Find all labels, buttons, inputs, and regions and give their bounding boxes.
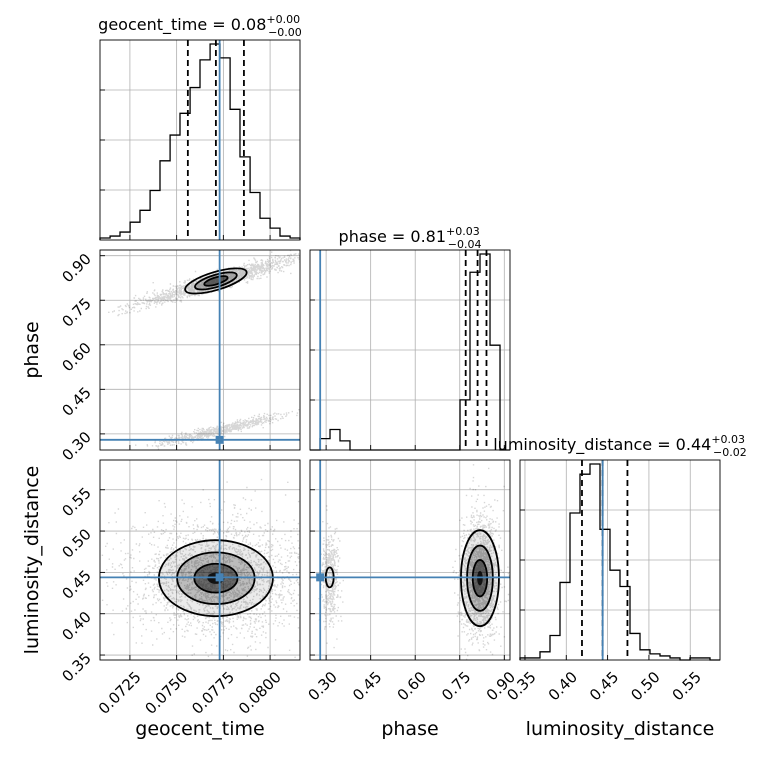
y-axis-label-luminosity_distance: luminosity_distance <box>21 466 43 655</box>
truth-point-geocent_time-vs-luminosity_distance <box>215 573 224 582</box>
title-text: geocent_time = 0.08 <box>98 15 266 35</box>
panel-frame-luminosity_distance <box>519 459 721 661</box>
density-cell <box>185 268 247 294</box>
histogram-luminosity_distance <box>519 463 720 661</box>
title-minus: −0.04 <box>448 238 482 251</box>
contour-2 <box>203 275 229 287</box>
panel-frame-phase <box>309 249 511 451</box>
ytick-label-luminosity_distance: 0.50 <box>58 525 94 561</box>
scatter-points <box>316 505 344 649</box>
x-axis-label-luminosity_distance: luminosity_distance <box>526 718 715 740</box>
scatter-phase-vs-luminosity_distance <box>316 464 510 660</box>
xtick-label-phase: 0.60 <box>394 668 430 704</box>
title-minus: −0.00 <box>268 26 302 39</box>
title-plus: +0.03 <box>711 433 745 446</box>
xtick-label-phase: 0.30 <box>305 668 341 704</box>
density-geocent_time-vs-phase <box>100 250 300 450</box>
title-text: phase = 0.81 <box>339 227 446 246</box>
ytick-label-phase: 0.75 <box>58 294 94 330</box>
ytick-label-luminosity_distance: 0.35 <box>58 649 94 685</box>
density-phase-vs-luminosity_distance <box>310 460 510 660</box>
truth-point-geocent_time-vs-phase <box>215 435 224 444</box>
title-minus: −0.02 <box>713 446 747 459</box>
density-geocent_time-vs-luminosity_distance <box>100 460 300 660</box>
scatter-points <box>452 464 510 660</box>
title-text: luminosity_distance = 0.44 <box>493 435 711 455</box>
panel-frame-geocent_time-vs-luminosity_distance <box>99 459 301 661</box>
contour-1 <box>194 271 238 291</box>
density-cell <box>204 276 228 286</box>
scatter-geocent_time-vs-luminosity_distance <box>101 478 300 658</box>
xtick-label-luminosity_distance: 0.55 <box>669 668 705 704</box>
ytick-label-luminosity_distance: 0.45 <box>58 566 94 602</box>
contour-0 <box>184 267 248 295</box>
scatter-points <box>135 409 300 450</box>
truth-point-phase-vs-luminosity_distance <box>316 573 325 582</box>
xtick-label-geocent_time: 0.0800 <box>235 668 285 718</box>
histogram-geocent_time <box>99 43 301 240</box>
hist-panel-luminosity_distance <box>519 460 720 661</box>
title-phase: phase = 0.81+0.03 −0.04 <box>339 225 482 251</box>
panel-frame-phase-vs-luminosity_distance <box>309 459 511 661</box>
xtick-label-geocent_time: 0.0775 <box>188 668 238 718</box>
ytick-label-phase: 0.30 <box>58 428 94 464</box>
title-geocent_time: geocent_time = 0.08+0.00 −0.00 <box>98 13 302 39</box>
panel-frame-geocent_time-vs-phase <box>99 249 301 451</box>
histogram-phase <box>310 253 510 451</box>
hist-panel-geocent_time <box>99 40 301 240</box>
xtick-label-phase: 0.45 <box>349 668 385 704</box>
y-axis-label-phase: phase <box>21 321 43 378</box>
ytick-label-phase: 0.60 <box>58 339 94 375</box>
ytick-label-phase: 0.90 <box>58 250 94 286</box>
xtick-label-geocent_time: 0.0725 <box>95 668 145 718</box>
x-axis-label-phase: phase <box>381 718 438 740</box>
ytick-label-luminosity_distance: 0.40 <box>58 608 94 644</box>
xtick-label-luminosity_distance: 0.50 <box>627 668 663 704</box>
panel-frame-geocent_time <box>99 39 301 241</box>
xtick-label-geocent_time: 0.0750 <box>142 668 192 718</box>
xtick-label-luminosity_distance: 0.45 <box>586 668 622 704</box>
title-plus: +0.03 <box>446 225 480 238</box>
ytick-label-luminosity_distance: 0.55 <box>58 484 94 520</box>
scatter-geocent_time-vs-phase <box>108 250 300 450</box>
xtick-label-luminosity_distance: 0.40 <box>545 668 581 704</box>
title-plus: +0.00 <box>266 13 300 26</box>
x-axis-label-geocent_time: geocent_time <box>135 718 264 740</box>
xtick-label-phase: 0.75 <box>438 668 474 704</box>
ytick-label-phase: 0.45 <box>58 383 94 419</box>
scatter-points <box>101 478 300 658</box>
title-luminosity_distance: luminosity_distance = 0.44+0.03 −0.02 <box>493 433 747 459</box>
